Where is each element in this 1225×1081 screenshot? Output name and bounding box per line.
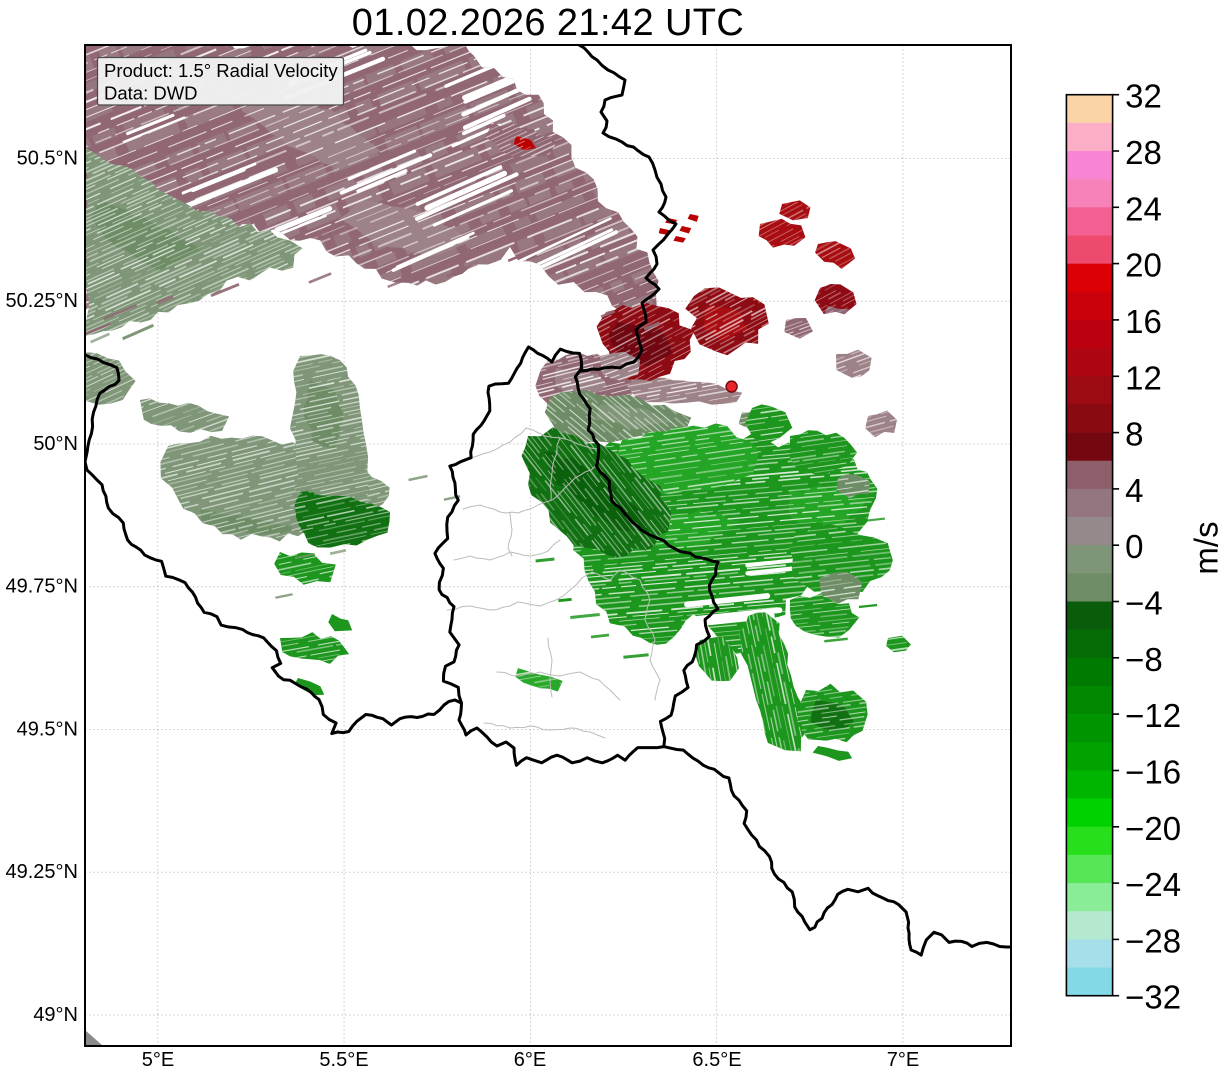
svg-text:50.25°N: 50.25°N: [6, 290, 79, 312]
svg-text:32: 32: [1125, 78, 1162, 115]
svg-text:8: 8: [1125, 416, 1143, 453]
svg-text:−32: −32: [1125, 979, 1181, 1016]
svg-text:−8: −8: [1125, 641, 1163, 678]
svg-text:50.5°N: 50.5°N: [17, 148, 78, 170]
svg-text:7°E: 7°E: [887, 1049, 919, 1071]
svg-text:−28: −28: [1125, 922, 1181, 959]
svg-text:−4: −4: [1125, 585, 1163, 622]
svg-text:−12: −12: [1125, 697, 1181, 734]
svg-text:20: 20: [1125, 247, 1162, 284]
svg-text:0: 0: [1125, 528, 1143, 565]
svg-text:49°N: 49°N: [33, 1004, 78, 1026]
svg-text:16: 16: [1125, 303, 1162, 340]
svg-text:49.25°N: 49.25°N: [6, 861, 79, 883]
svg-text:6°E: 6°E: [514, 1049, 546, 1071]
svg-text:12: 12: [1125, 359, 1162, 396]
svg-text:−20: −20: [1125, 810, 1181, 847]
svg-text:Data: DWD: Data: DWD: [104, 83, 198, 104]
svg-text:Product: 1.5° Radial Velocity: Product: 1.5° Radial Velocity: [104, 60, 338, 81]
svg-text:−24: −24: [1125, 866, 1181, 903]
svg-text:5.5°E: 5.5°E: [319, 1049, 368, 1071]
svg-text:49.75°N: 49.75°N: [6, 576, 79, 598]
svg-text:24: 24: [1125, 190, 1162, 227]
svg-text:−16: −16: [1125, 754, 1181, 791]
svg-text:28: 28: [1125, 134, 1162, 171]
svg-text:5°E: 5°E: [142, 1049, 174, 1071]
svg-text:50°N: 50°N: [33, 433, 78, 455]
svg-text:49.5°N: 49.5°N: [17, 719, 78, 741]
svg-text:01.02.2026 21:42 UTC: 01.02.2026 21:42 UTC: [352, 2, 745, 44]
svg-text:m/s: m/s: [1188, 521, 1225, 574]
svg-text:4: 4: [1125, 472, 1143, 509]
svg-text:6.5°E: 6.5°E: [692, 1049, 741, 1071]
